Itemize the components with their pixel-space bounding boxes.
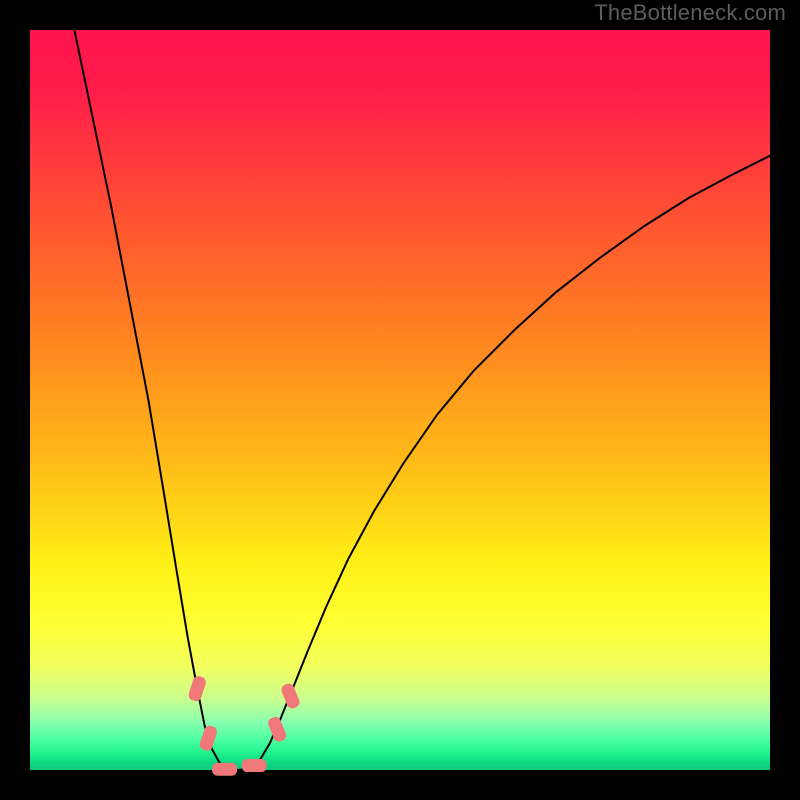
- curve-marker: [242, 760, 266, 772]
- bottleneck-chart: [0, 0, 800, 800]
- plot-gradient-background: [30, 30, 770, 770]
- watermark-text: TheBottleneck.com: [594, 0, 786, 26]
- curve-marker: [213, 763, 237, 775]
